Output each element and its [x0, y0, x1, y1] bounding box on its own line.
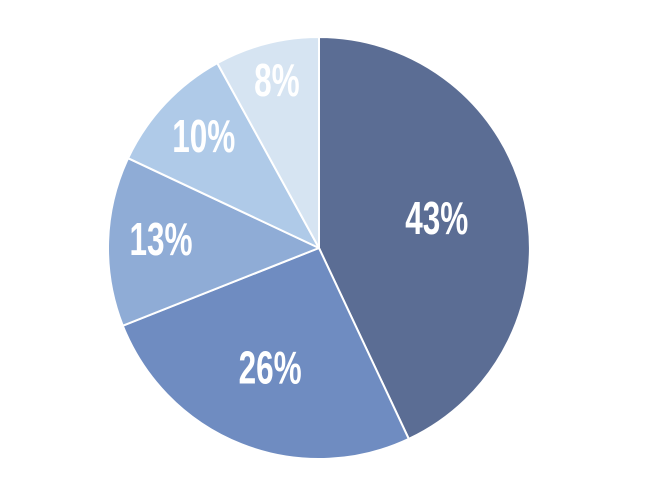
svg-text:13%: 13% [129, 214, 192, 265]
svg-text:10%: 10% [172, 111, 235, 162]
svg-text:26%: 26% [239, 343, 302, 394]
svg-text:8%: 8% [254, 55, 300, 106]
svg-text:43%: 43% [405, 193, 468, 244]
